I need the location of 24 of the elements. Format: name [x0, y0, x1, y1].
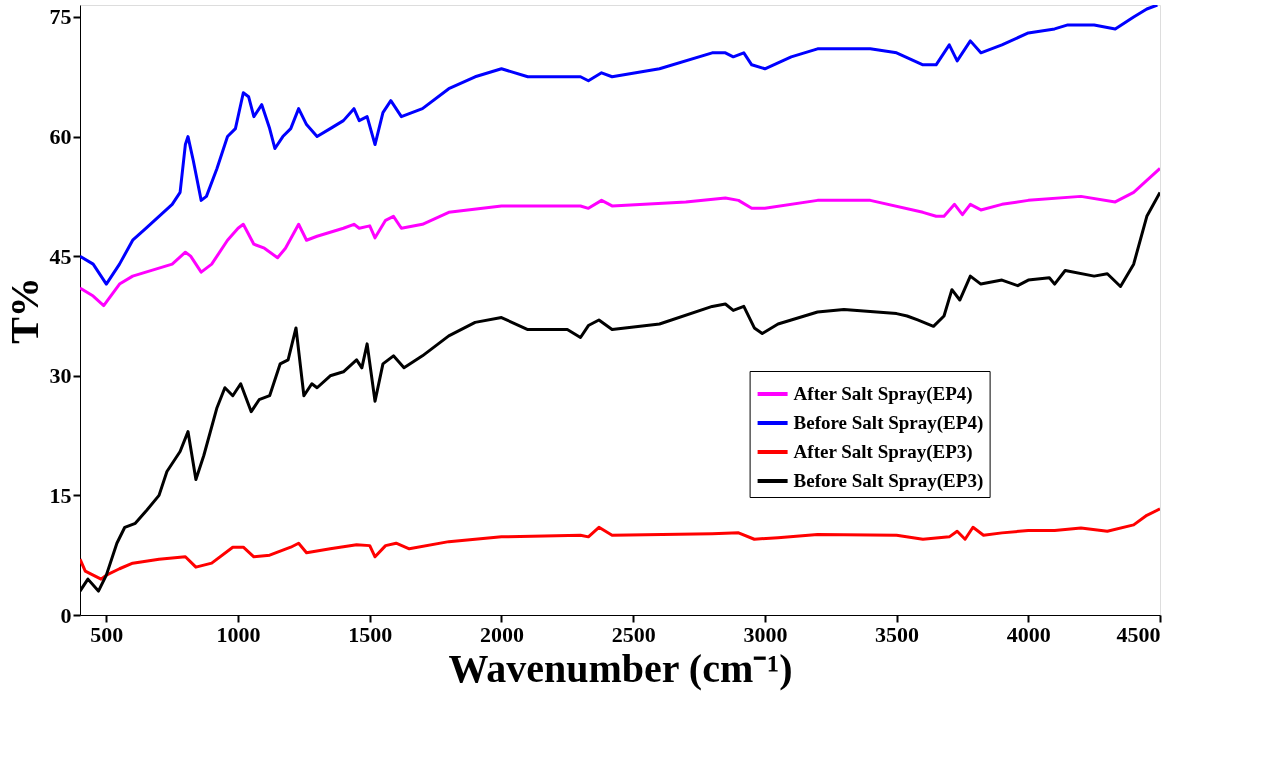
y-tick-label: 30	[49, 363, 72, 389]
line-series	[80, 166, 1160, 308]
legend-label: Before Salt Spray(EP3)	[793, 470, 984, 492]
x-tick-label: 1000	[216, 621, 261, 647]
y-tick-label: 45	[49, 243, 72, 269]
x-tick-label: 1500	[348, 621, 393, 647]
y-tick-label: 75	[49, 4, 72, 30]
x-tick-label: 3500	[875, 621, 920, 647]
x-tick-label: 2000	[479, 621, 524, 647]
x-tick-label: 2500	[611, 621, 656, 647]
x-axis-title: Wavenumber (cm⁻¹)	[448, 645, 793, 691]
y-axis-title: T%	[1, 277, 47, 344]
x-tick-label: 4000	[1006, 621, 1051, 647]
y-tick-label: 0	[60, 602, 72, 628]
y-tick-label: 15	[49, 482, 72, 508]
legend-label: Before Salt Spray(EP4)	[793, 412, 984, 434]
line-series	[80, 5, 1159, 286]
y-tick-label: 60	[49, 124, 72, 150]
x-tick-label: 500	[90, 621, 124, 647]
x-tick-label: 3000	[743, 621, 788, 647]
legend-label: After Salt Spray(EP3)	[793, 441, 973, 463]
legend-label: After Salt Spray(EP4)	[793, 383, 973, 405]
line-series	[80, 507, 1160, 581]
x-tick-label: 4500	[1116, 621, 1161, 647]
